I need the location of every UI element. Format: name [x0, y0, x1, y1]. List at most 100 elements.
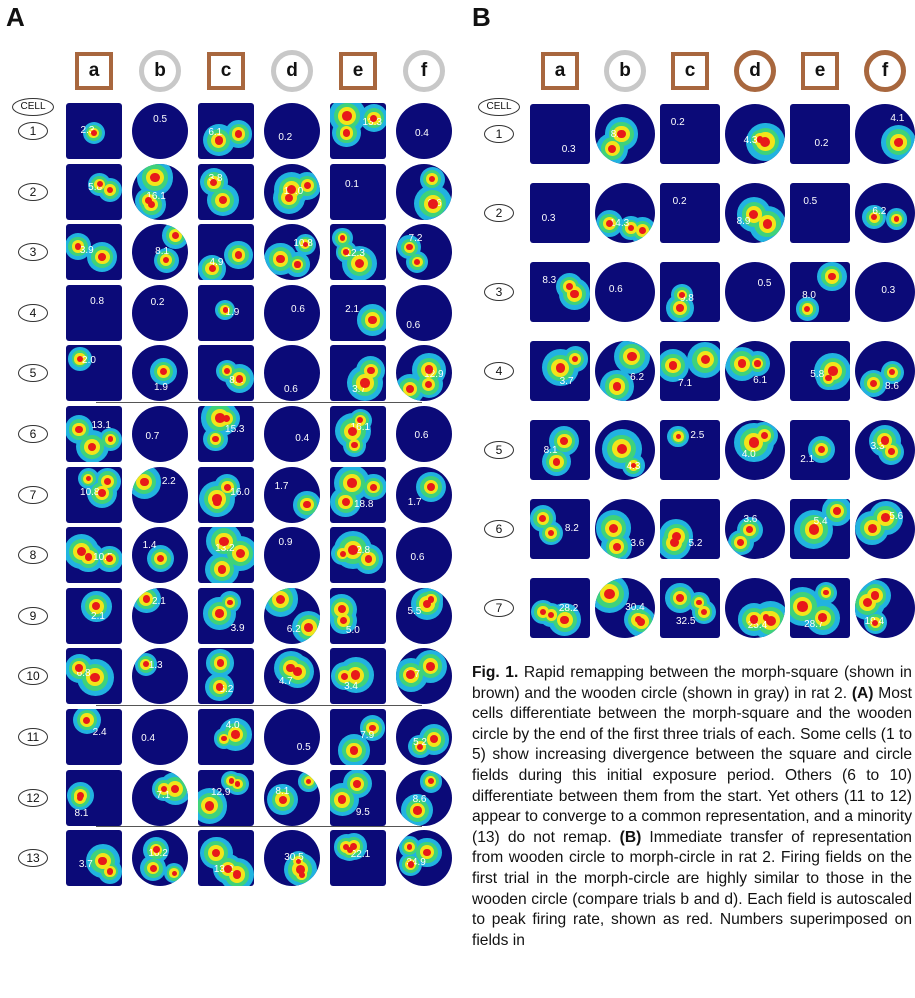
- firing-field-11-a: 2.4: [66, 709, 122, 765]
- firing-blob: [150, 865, 157, 872]
- firing-blob: [413, 806, 421, 814]
- firing-field-13-a: 3.7: [66, 830, 122, 886]
- firing-field-4-c: 1.9: [198, 285, 254, 341]
- firing-blob: [606, 220, 613, 227]
- column-header-d: d: [734, 50, 776, 92]
- firing-field-11-b: 0.4: [132, 709, 188, 765]
- firing-blob: [609, 524, 618, 533]
- firing-field-3-b: 0.6: [595, 262, 655, 322]
- firing-field-2-b: 14.3: [595, 183, 655, 243]
- firing-blob: [279, 796, 287, 804]
- firing-blob: [639, 227, 646, 234]
- firing-blob: [617, 444, 627, 454]
- firing-blob: [343, 129, 351, 137]
- firing-blob: [428, 596, 434, 602]
- rate-label: 16.0: [230, 487, 249, 498]
- firing-blob: [212, 436, 218, 442]
- cell-number-3: 3: [484, 283, 514, 301]
- firing-blob: [75, 243, 82, 250]
- firing-blob: [417, 744, 423, 750]
- firing-blob: [227, 600, 233, 606]
- firing-field-5-a: 2.0: [66, 345, 122, 401]
- firing-field-2-f: 6.2: [855, 183, 915, 243]
- firing-blob: [221, 736, 226, 741]
- firing-blob: [407, 844, 413, 850]
- firing-field-7-f: 19.4: [855, 578, 915, 638]
- rate-label: 5.2: [689, 538, 703, 549]
- rate-label: 12.9: [211, 787, 230, 798]
- cell-number-9: 9: [18, 607, 48, 625]
- firing-field-1-c: 0.2: [660, 104, 720, 164]
- firing-blob: [304, 623, 313, 632]
- firing-field-10-f: 3.7: [396, 648, 452, 704]
- firing-blob: [570, 290, 578, 298]
- rate-label: 8.6: [885, 381, 899, 392]
- firing-field-3-f: 0.3: [855, 262, 915, 322]
- firing-field-8-d: 0.9: [264, 527, 320, 583]
- firing-blob: [77, 547, 86, 556]
- firing-blob: [828, 273, 836, 281]
- firing-blob: [823, 590, 829, 596]
- firing-field-9-e: 5.0: [330, 588, 386, 644]
- firing-field-8-c: 13.2: [198, 527, 254, 583]
- column-header-f: f: [403, 50, 445, 92]
- rate-label: 0.2: [671, 117, 685, 128]
- firing-field-6-d: 3.6: [725, 499, 785, 559]
- rate-label: 6.1: [753, 375, 767, 386]
- firing-blob: [604, 589, 614, 599]
- rate-label: 3.9: [231, 623, 245, 634]
- firing-blob: [224, 865, 232, 873]
- firing-field-2-a: 5.8: [66, 164, 122, 220]
- rate-label: 0.4: [415, 128, 429, 139]
- firing-blob: [894, 216, 900, 222]
- rate-label: 0.5: [758, 278, 772, 289]
- firing-field-1-d: 0.2: [264, 103, 320, 159]
- firing-field-6-b: 0.7: [132, 406, 188, 462]
- firing-blob: [75, 664, 83, 672]
- firing-blob: [828, 366, 838, 376]
- firing-field-8-a: 10.5: [66, 527, 122, 583]
- firing-blob: [219, 537, 228, 546]
- firing-field-4-b: 6.2: [595, 341, 655, 401]
- cell-number-3: 3: [18, 243, 48, 261]
- firing-blob: [368, 316, 376, 324]
- firing-blob: [423, 849, 431, 857]
- cell-number-6: 6: [18, 425, 48, 443]
- cell-number-6: 6: [484, 520, 514, 538]
- firing-field-5-b: 4.3: [595, 420, 655, 480]
- firing-field-3-a: 8.3: [530, 262, 590, 322]
- firing-blob: [353, 780, 361, 788]
- rate-label: 5.8: [810, 369, 824, 380]
- firing-field-13-e: 22.1: [330, 830, 386, 886]
- rate-label: 22.1: [351, 849, 370, 860]
- firing-blob: [172, 232, 179, 239]
- firing-field-5-d: 0.6: [264, 345, 320, 401]
- firing-blob: [75, 426, 82, 433]
- firing-blob: [218, 565, 227, 574]
- group-separator: [96, 705, 422, 706]
- firing-field-4-f: 0.6: [396, 285, 452, 341]
- rate-label: 14.3: [610, 218, 629, 229]
- firing-blob: [299, 872, 305, 878]
- firing-blob: [749, 437, 759, 447]
- firing-blob: [414, 259, 420, 265]
- figure-caption: Fig. 1. Rapid remapping between the morp…: [472, 663, 912, 951]
- firing-blob: [98, 253, 106, 261]
- firing-blob: [701, 609, 707, 615]
- firing-field-1-b: 0.5: [132, 103, 188, 159]
- firing-field-4-e: 2.1: [330, 285, 386, 341]
- firing-field-5-b: 1.9: [132, 345, 188, 401]
- firing-field-7-d: 25.4: [725, 578, 785, 638]
- rate-label: 2.1: [91, 611, 105, 622]
- firing-field-6-d: 0.4: [264, 406, 320, 462]
- firing-blob: [351, 670, 360, 679]
- cell-header-label: CELL: [478, 98, 520, 116]
- rate-label: 7.2: [409, 233, 423, 244]
- firing-blob: [223, 307, 228, 312]
- rate-label: 3.9: [80, 245, 94, 256]
- rate-label: 7.1: [678, 378, 692, 389]
- firing-field-2-d: 8.9: [725, 183, 785, 243]
- column-header-f: f: [864, 50, 906, 92]
- firing-blob: [143, 595, 151, 603]
- firing-blob: [303, 242, 308, 247]
